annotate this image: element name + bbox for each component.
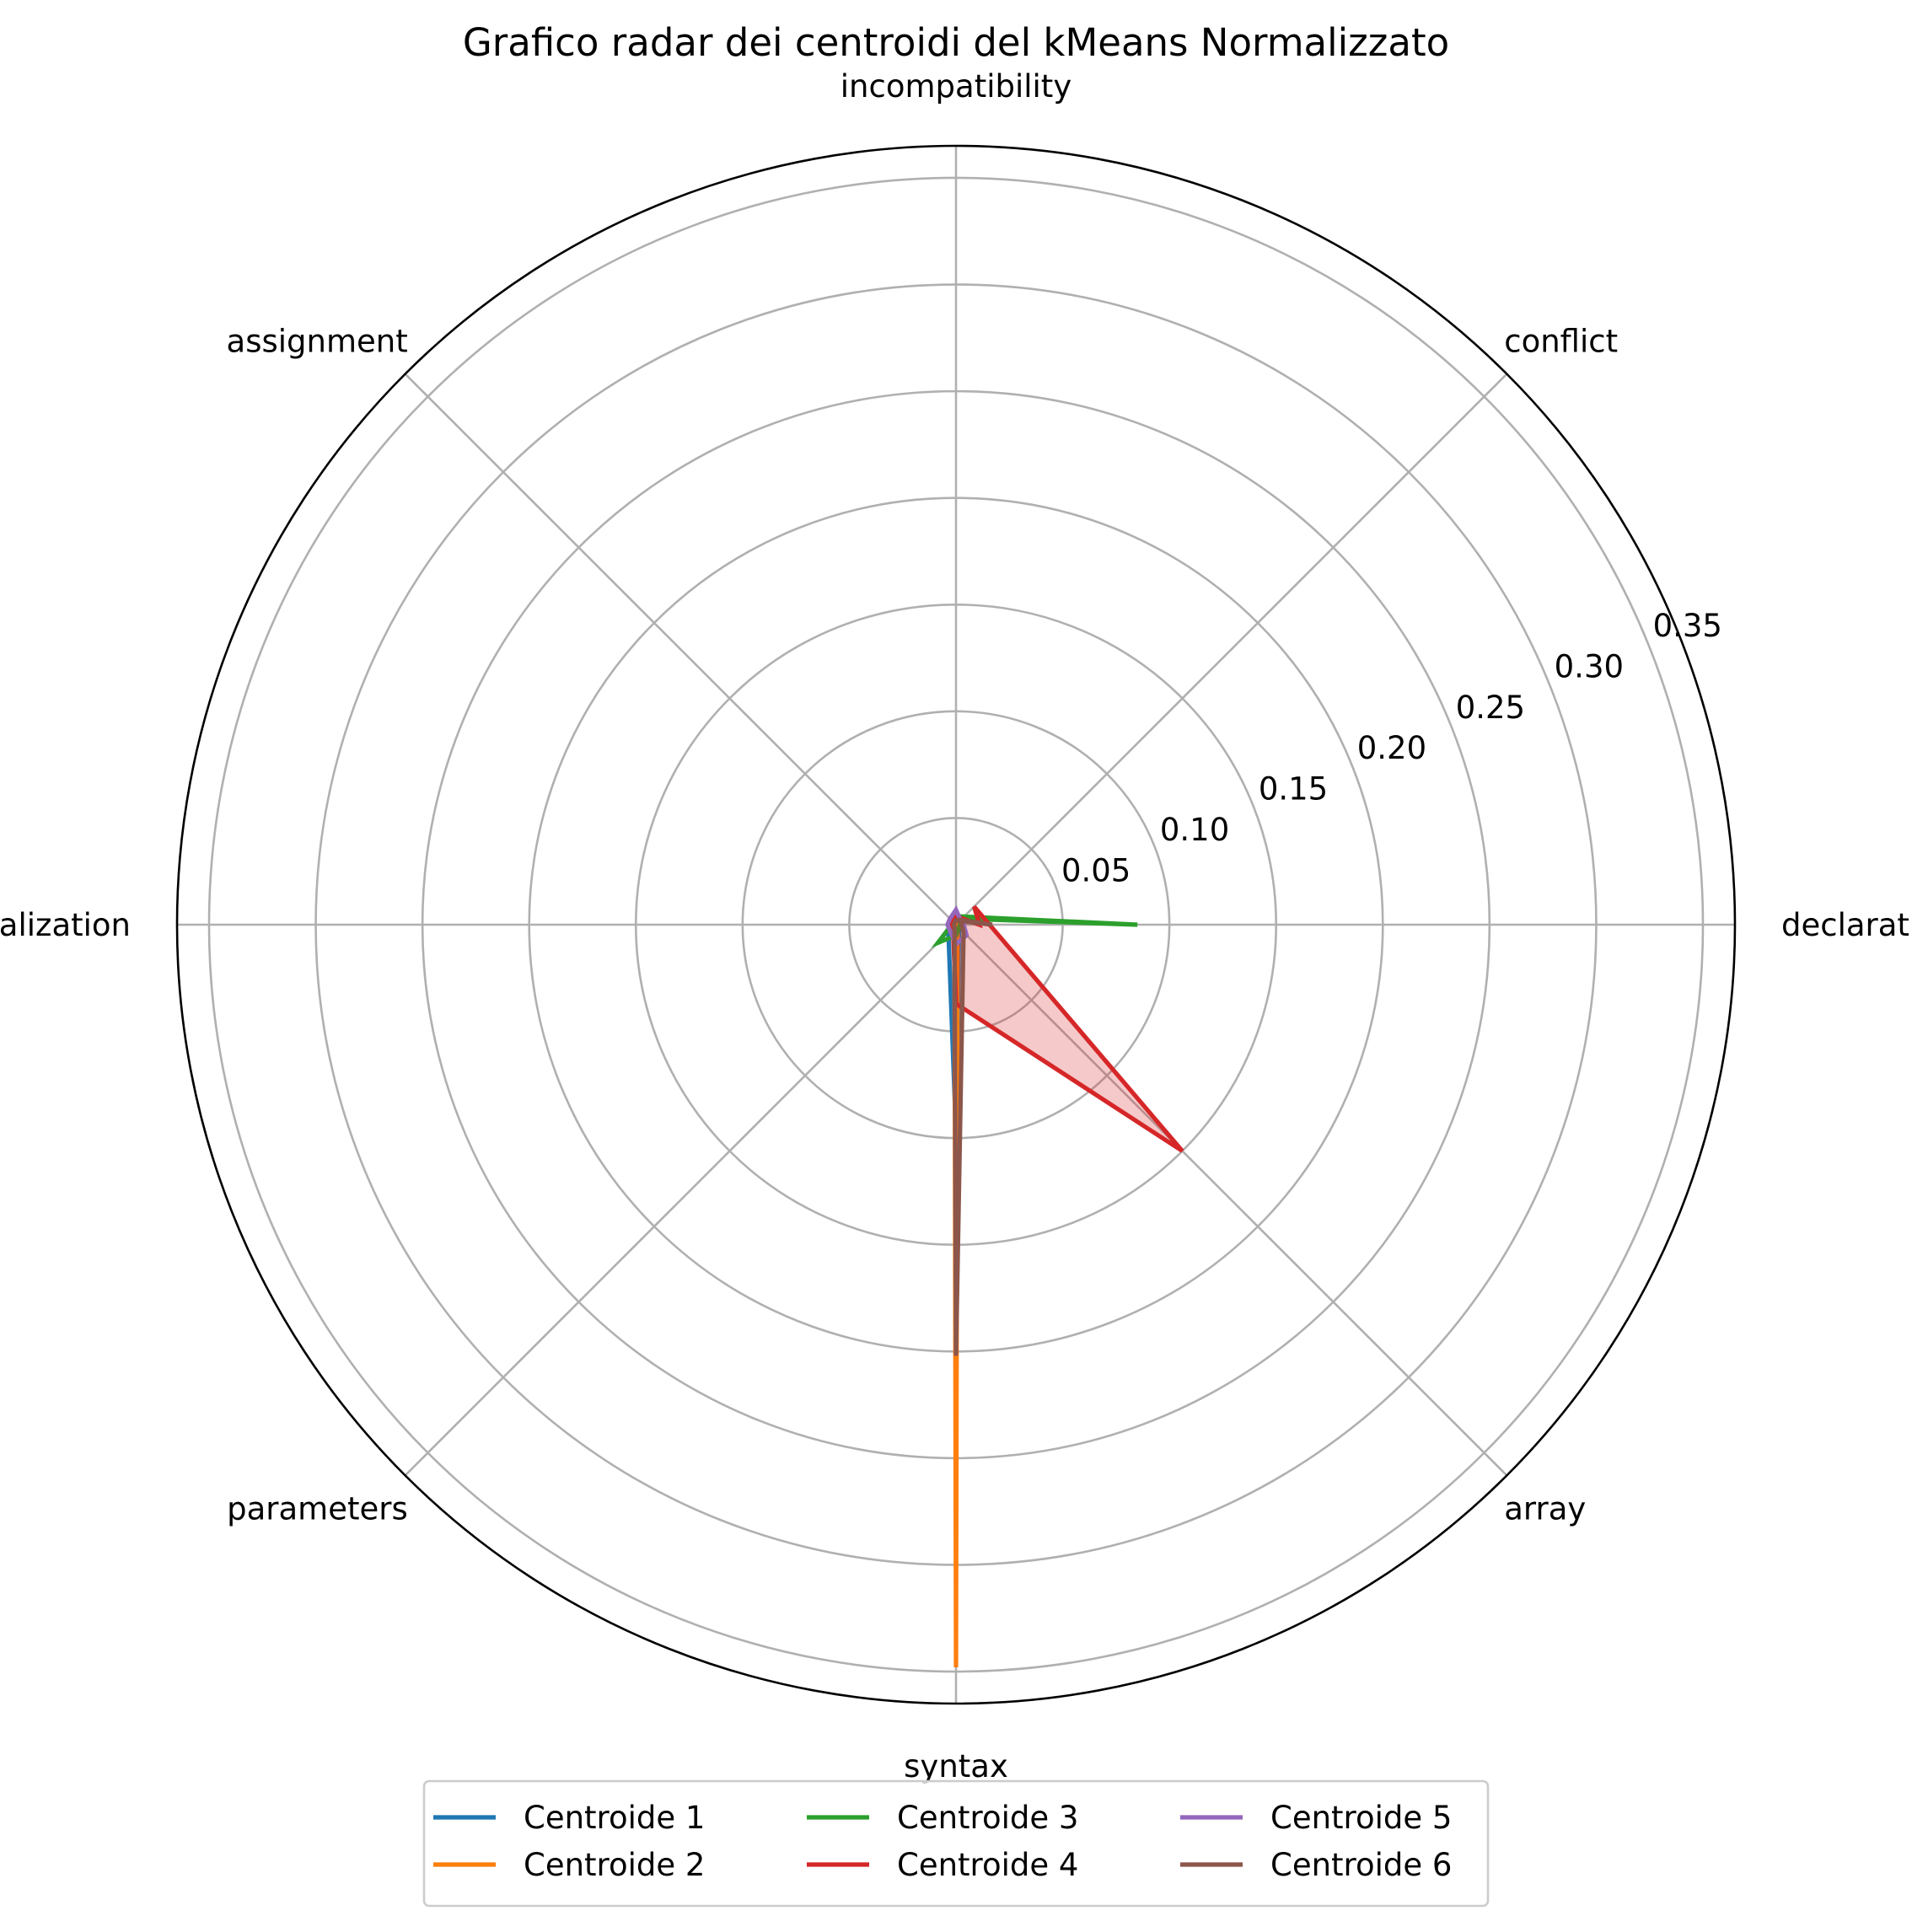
- legend-label-1: Centroide 1: [524, 1800, 705, 1836]
- category-label-assignment: assignment: [227, 324, 408, 360]
- r-tick-label-6: 0.35: [1653, 608, 1722, 644]
- category-labels: declaration incompatibility assignment init…: [0, 68, 1912, 1784]
- r-tick-label-0: 0.05: [1061, 853, 1131, 889]
- category-label-initialization: initialization: [0, 907, 131, 943]
- r-tick-label-3: 0.20: [1357, 730, 1426, 766]
- series-layer: [931, 904, 1184, 1668]
- radial-tick-labels: 0.05 0.10 0.15 0.20 0.25 0.30 0.35: [1061, 608, 1722, 889]
- r-tick-label-5: 0.30: [1555, 648, 1624, 684]
- r-tick-label-1: 0.10: [1160, 812, 1229, 848]
- category-label-incompatibility: incompatibility: [841, 68, 1071, 105]
- r-tick-label-2: 0.15: [1259, 771, 1328, 808]
- legend-frame: [422, 1779, 1490, 1908]
- category-label-array: array: [1504, 1490, 1586, 1527]
- r-tick-label-4: 0.25: [1456, 690, 1525, 726]
- series-line-6: [951, 917, 993, 1356]
- grid-spoke-parameters: [404, 924, 957, 1477]
- grid-spoke-assignment: [404, 373, 957, 926]
- legend-label-4: Centroide 4: [897, 1847, 1078, 1883]
- legend-label-5: Centroide 5: [1270, 1800, 1452, 1836]
- grid-spoke-array: [955, 924, 1508, 1477]
- chart-title: Grafico radar dei centroidi del kMeans N…: [463, 20, 1449, 65]
- category-label-conflict: conflict: [1504, 324, 1618, 360]
- legend-label-2: Centroide 2: [524, 1847, 705, 1883]
- category-label-declaration: declaration: [1781, 907, 1912, 943]
- legend-label-3: Centroide 3: [897, 1800, 1078, 1836]
- legend: Centroide 1 Centroide 2 Centroide 3 Centroi…: [422, 1779, 1490, 1908]
- series-fill-4: [951, 906, 1183, 1151]
- outer-spine: [175, 144, 1737, 1705]
- category-label-parameters: parameters: [227, 1490, 408, 1527]
- category-label-syntax: syntax: [904, 1748, 1008, 1784]
- polar-spine: [175, 144, 1737, 1705]
- legend-label-6: Centroide 6: [1270, 1847, 1452, 1883]
- grid-spoke-conflict: [955, 373, 1508, 926]
